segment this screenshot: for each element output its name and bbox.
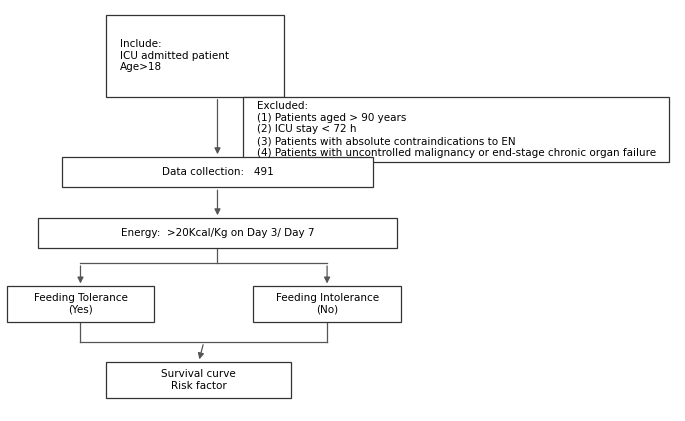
FancyBboxPatch shape [7,286,154,322]
Text: Energy:  >20Kcal/Kg on Day 3/ Day 7: Energy: >20Kcal/Kg on Day 3/ Day 7 [121,228,314,238]
Text: Include:
ICU admitted patient
Age>18: Include: ICU admitted patient Age>18 [120,39,229,72]
Text: Data collection:   491: Data collection: 491 [162,167,273,177]
Text: Excluded:
(1) Patients aged > 90 years
(2) ICU stay < 72 h
(3) Patients with abs: Excluded: (1) Patients aged > 90 years (… [257,101,656,157]
FancyBboxPatch shape [243,97,669,162]
FancyBboxPatch shape [62,157,373,187]
Text: Feeding Intolerance
(No): Feeding Intolerance (No) [275,293,379,315]
FancyBboxPatch shape [106,362,291,398]
FancyBboxPatch shape [106,15,284,97]
FancyBboxPatch shape [253,286,401,322]
Text: Feeding Tolerance
(Yes): Feeding Tolerance (Yes) [34,293,127,315]
Text: Survival curve
Risk factor: Survival curve Risk factor [161,369,236,391]
FancyBboxPatch shape [38,218,397,248]
